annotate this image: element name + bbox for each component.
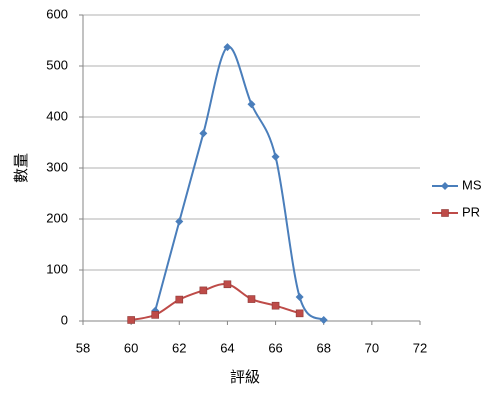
data-point bbox=[151, 311, 160, 319]
y-tick-label: 600 bbox=[46, 6, 68, 21]
x-tick-label: 58 bbox=[76, 340, 90, 355]
y-tick-label: 200 bbox=[46, 210, 68, 225]
data-point bbox=[319, 315, 328, 324]
x-tick-label: 62 bbox=[172, 340, 186, 355]
x-tick-label: 68 bbox=[316, 340, 330, 355]
data-point bbox=[247, 295, 256, 303]
data-point bbox=[223, 280, 232, 289]
legend-label: PR bbox=[462, 204, 480, 219]
y-axis-label: 數量 bbox=[13, 153, 30, 183]
data-point bbox=[175, 295, 184, 304]
data-point bbox=[223, 43, 232, 52]
data-point bbox=[271, 301, 280, 310]
x-axis-label: 評級 bbox=[230, 369, 260, 386]
data-point bbox=[295, 309, 304, 318]
x-tick-label: 60 bbox=[124, 340, 138, 355]
y-tick-label: 500 bbox=[46, 57, 68, 72]
y-tick-label: 100 bbox=[46, 261, 68, 276]
x-tick-label: 72 bbox=[413, 340, 427, 355]
data-point bbox=[271, 152, 280, 161]
data-point bbox=[247, 100, 256, 109]
series-line bbox=[154, 46, 325, 321]
data-point bbox=[127, 316, 135, 324]
data-point bbox=[199, 129, 208, 138]
x-tick-label: 64 bbox=[220, 340, 234, 355]
data-point bbox=[175, 217, 184, 226]
y-tick-label: 300 bbox=[46, 159, 68, 174]
legend-marker bbox=[441, 209, 449, 217]
legend-label: MS bbox=[462, 177, 482, 192]
x-tick-label: 66 bbox=[268, 340, 282, 355]
data-point bbox=[199, 286, 208, 295]
y-tick-label: 400 bbox=[46, 108, 68, 123]
data-point bbox=[295, 293, 304, 302]
x-tick-label: 70 bbox=[365, 340, 379, 355]
legend-marker bbox=[441, 182, 449, 190]
y-tick-label: 0 bbox=[61, 312, 68, 327]
